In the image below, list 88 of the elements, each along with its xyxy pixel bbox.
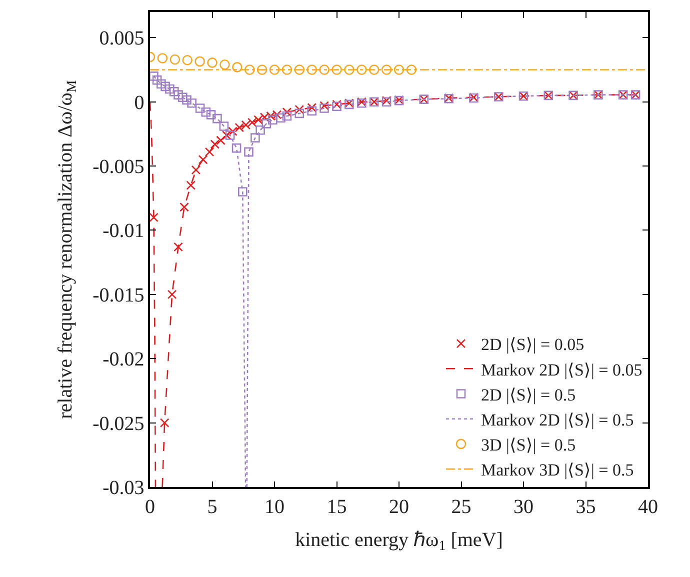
point (268, 115, 278, 124)
point (294, 108, 304, 118)
x-tick-label: 40 (638, 496, 658, 518)
point (276, 113, 286, 123)
point (320, 101, 329, 110)
point (187, 98, 196, 108)
point (160, 418, 170, 428)
point (150, 212, 158, 222)
legend-label: 2D |⟨S⟩| = 0.05 (481, 335, 584, 354)
point (232, 62, 242, 72)
point (150, 72, 158, 81)
point (165, 84, 174, 94)
x-tick-label: 20 (389, 496, 409, 518)
point (186, 180, 196, 190)
point (167, 290, 177, 300)
x-axis-title: kinetic energy ℏω$_{1}$ [meV] (295, 528, 503, 554)
point (228, 126, 238, 136)
point (216, 136, 226, 146)
point (307, 106, 316, 116)
point (244, 64, 255, 75)
y-tick-label: -0.015 (92, 284, 144, 306)
legend-label: 3D |⟨S⟩| = 0.5 (481, 436, 576, 455)
point (294, 64, 305, 75)
point (256, 64, 268, 75)
y-tick-label: 0 (134, 92, 144, 114)
point (262, 119, 272, 128)
point (174, 90, 183, 100)
legend-label: 2D |⟨S⟩| = 0.5 (481, 385, 576, 404)
point (160, 82, 170, 92)
point (191, 165, 201, 175)
y-tick-label: 0.005 (99, 28, 144, 50)
point (219, 122, 229, 131)
x-tick-label: 5 (207, 496, 218, 518)
legend-label: Markov 2D |⟨S⟩| = 0.05 (481, 360, 642, 380)
point (204, 147, 214, 157)
point (180, 202, 189, 212)
point (282, 111, 292, 121)
point (157, 53, 168, 64)
point (250, 133, 260, 142)
point (212, 114, 222, 124)
point (174, 242, 183, 252)
point (332, 64, 342, 75)
x-tick-label: 10 (264, 496, 284, 518)
point (210, 140, 220, 149)
point (307, 102, 316, 112)
legend-label: Markov 2D |⟨S⟩| = 0.5 (481, 410, 634, 430)
point (220, 59, 230, 70)
point (319, 64, 330, 75)
point (195, 104, 205, 113)
point (238, 187, 248, 196)
point (344, 64, 354, 75)
point (206, 110, 216, 120)
point (194, 56, 205, 67)
point (198, 154, 208, 164)
point (406, 64, 417, 75)
point (294, 104, 304, 114)
point (201, 107, 211, 117)
point (394, 64, 404, 75)
point (170, 54, 180, 65)
point (232, 143, 242, 153)
point (182, 54, 192, 66)
point (368, 64, 380, 75)
point (306, 64, 317, 75)
legend-label: Markov 3D |⟨S⟩| = 0.5 (481, 460, 634, 480)
y-tick-label: -0.02 (102, 348, 144, 371)
y-tick-label: -0.03 (102, 477, 144, 499)
point (282, 64, 292, 75)
point (356, 64, 367, 75)
x-tick-label: 15 (326, 496, 347, 518)
x-tick-label: 30 (514, 496, 534, 518)
point (207, 58, 218, 68)
point (244, 147, 254, 157)
point (152, 75, 162, 85)
point (170, 86, 179, 96)
point (156, 79, 166, 89)
y-tick-label: -0.01 (102, 220, 144, 242)
x-tick-label: 25 (451, 496, 472, 518)
point (225, 130, 235, 140)
point (381, 64, 392, 75)
point (182, 95, 192, 105)
point (256, 125, 265, 135)
point (222, 130, 232, 140)
x-tick-label: 35 (576, 496, 596, 518)
point (320, 104, 329, 113)
y-tick-label: -0.025 (92, 412, 144, 435)
point (178, 92, 188, 102)
point (269, 64, 280, 75)
y-tick-label: -0.005 (92, 156, 144, 178)
